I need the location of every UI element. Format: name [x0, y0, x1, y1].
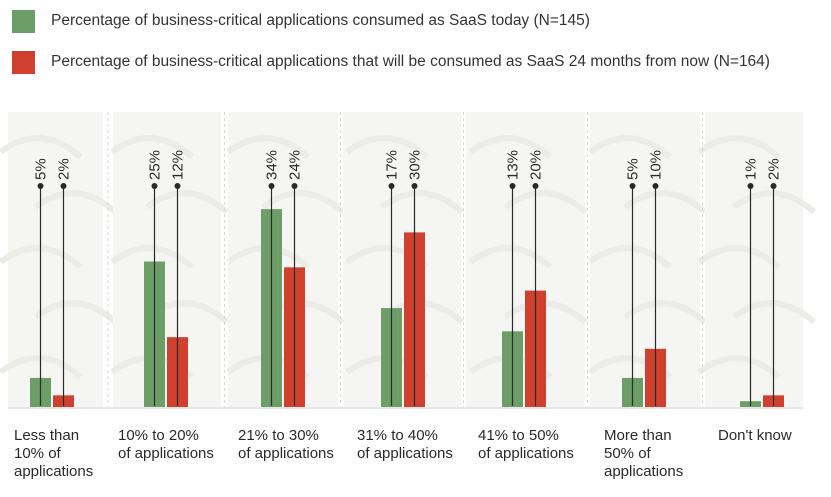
- panel-texture: [588, 135, 672, 160]
- category-label-line: 41% to 50%: [478, 427, 559, 444]
- bar-value-label: 25%: [147, 150, 164, 180]
- leader-dot: [388, 183, 395, 189]
- legend-item-today: Percentage of business-critical applicat…: [12, 8, 770, 34]
- panel-texture: [110, 245, 194, 270]
- bar-value-label: 30%: [407, 150, 424, 180]
- category-label: Don't know: [718, 427, 792, 445]
- category-label-line: of applications: [118, 445, 214, 462]
- category-label: 21% to 30% of applications: [238, 427, 334, 463]
- panel-background: [228, 112, 338, 407]
- leader-dot: [151, 183, 158, 189]
- category-label-line: of applications: [238, 445, 334, 462]
- panel-texture: [468, 245, 553, 270]
- legend-label-future: Percentage of business-critical applicat…: [51, 53, 770, 70]
- panel-texture: [380, 190, 464, 215]
- category-label-line: 10% to 20%: [118, 427, 199, 444]
- category-label-line: More than: [604, 427, 672, 444]
- category-label-line: 50% of: [604, 445, 651, 462]
- panel-texture: [110, 135, 194, 160]
- leader-dot: [268, 183, 275, 189]
- bar-value-label: 10%: [648, 150, 665, 180]
- leader-dot: [652, 183, 659, 189]
- leader-dot: [629, 183, 636, 189]
- category-label-line: applications: [604, 463, 684, 480]
- bar-value-label: 5%: [625, 158, 642, 180]
- leader-dot: [509, 183, 516, 189]
- category-label-line: of applications: [357, 445, 453, 462]
- bar-value-label: 34%: [264, 150, 281, 180]
- leader-dot: [770, 183, 777, 189]
- bar-value-label: 20%: [528, 150, 545, 180]
- panel-texture: [697, 135, 781, 160]
- legend-swatch-red: [12, 50, 35, 74]
- leader-dot: [37, 183, 44, 189]
- category-label: More than 50% of applications: [604, 427, 683, 481]
- panel-texture: [33, 300, 118, 325]
- leader-dot: [747, 183, 754, 189]
- category-label-line: Less than: [14, 427, 80, 444]
- legend: Percentage of business-critical applicat…: [12, 8, 770, 90]
- bar-value-label: 2%: [56, 158, 73, 180]
- legend-label-today: Percentage of business-critical applicat…: [51, 12, 590, 29]
- panel-texture: [697, 245, 781, 270]
- category-label-line: of applications: [478, 445, 574, 462]
- category-label: 10% to 20% of applications: [118, 427, 214, 463]
- category-label-line: 10% of: [14, 445, 61, 462]
- leader-dot: [60, 183, 67, 189]
- panel-texture: [697, 355, 781, 380]
- leader-dot: [532, 183, 539, 189]
- category-label: Less than 10% of applications: [14, 427, 93, 481]
- panel-texture: [33, 190, 118, 215]
- category-label: 31% to 40% of applications: [357, 427, 453, 463]
- legend-swatch-green: [12, 9, 35, 33]
- panel-texture: [226, 135, 310, 160]
- bar-value-label: 2%: [766, 158, 783, 180]
- panel-texture: [503, 190, 588, 215]
- category-label-line: 31% to 40%: [357, 427, 438, 444]
- bar-value-label: 12%: [170, 150, 187, 180]
- category-label-line: 21% to 30%: [238, 427, 319, 444]
- category-label: 41% to 50% of applications: [478, 427, 574, 463]
- category-label-line: Don't know: [718, 427, 792, 444]
- bar-value-label: 24%: [287, 150, 304, 180]
- leader-dot: [411, 183, 418, 189]
- panel-texture: [468, 135, 553, 160]
- legend-item-future: Percentage of business-critical applicat…: [12, 49, 770, 75]
- panel-texture: [588, 245, 672, 270]
- category-label-line: applications: [14, 463, 94, 480]
- leader-dot: [291, 183, 298, 189]
- leader-dot: [174, 183, 181, 189]
- panel-texture: [0, 135, 83, 160]
- bar-value-label: 13%: [505, 150, 522, 180]
- bar-value-label: 5%: [33, 158, 50, 180]
- panel-texture: [345, 135, 429, 160]
- bar-value-label: 1%: [743, 158, 760, 180]
- bar-value-label: 17%: [384, 150, 401, 180]
